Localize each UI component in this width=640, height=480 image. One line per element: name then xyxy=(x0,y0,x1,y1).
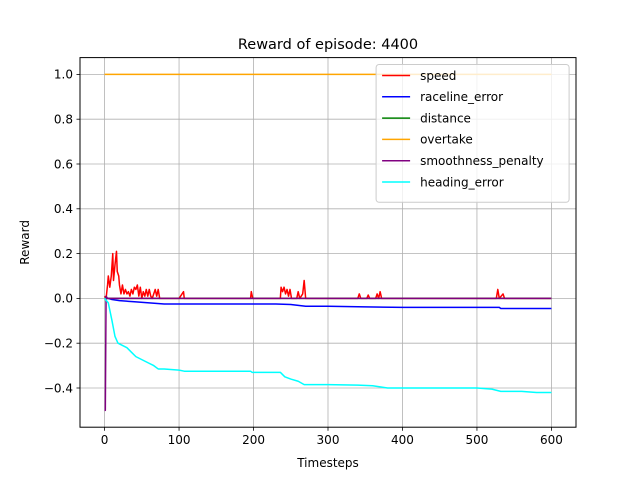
legend-label: raceline_error xyxy=(420,90,503,104)
series-line-heading-error xyxy=(104,297,552,394)
x-axis-label: Timesteps xyxy=(296,456,359,470)
x-tick-label: 600 xyxy=(540,433,563,447)
y-tick-label: 0.0 xyxy=(54,292,73,306)
x-tick-label: 200 xyxy=(242,433,265,447)
legend-label: heading_error xyxy=(420,175,504,189)
y-tick-label: 0.2 xyxy=(54,247,73,261)
y-tick-label: 1.0 xyxy=(54,68,73,82)
chart-title: Reward of episode: 4400 xyxy=(238,37,418,53)
y-axis-label: Reward xyxy=(18,220,32,265)
legend-box xyxy=(375,64,570,203)
y-tick-label: 0.8 xyxy=(54,113,73,127)
x-tick-label: 300 xyxy=(317,433,340,447)
y-tick-label: 0.6 xyxy=(54,157,73,171)
x-tick-label: 500 xyxy=(465,433,488,447)
x-tick-label: 400 xyxy=(391,433,414,447)
legend-label: overtake xyxy=(420,133,473,147)
series-line-raceline-error xyxy=(104,297,552,310)
y-tick-label: 0.4 xyxy=(54,202,73,216)
legend-label: distance xyxy=(420,111,471,125)
legend-label: smoothness_penalty xyxy=(420,154,544,168)
legend-label: speed xyxy=(420,69,456,83)
axis-ticks: 0 100 200 300 400 500 600 −0.4 −0.2 0.0 0.2 0.4 0.6 0… xyxy=(44,68,563,448)
legend: speed raceline_error distance overtake smoot… xyxy=(375,64,570,203)
series-line-smoothness-penalty xyxy=(104,295,552,412)
y-tick-label: −0.2 xyxy=(44,337,73,351)
y-tick-label: −0.4 xyxy=(44,381,73,395)
x-tick-label: 100 xyxy=(168,433,191,447)
x-tick-label: 0 xyxy=(101,433,109,447)
